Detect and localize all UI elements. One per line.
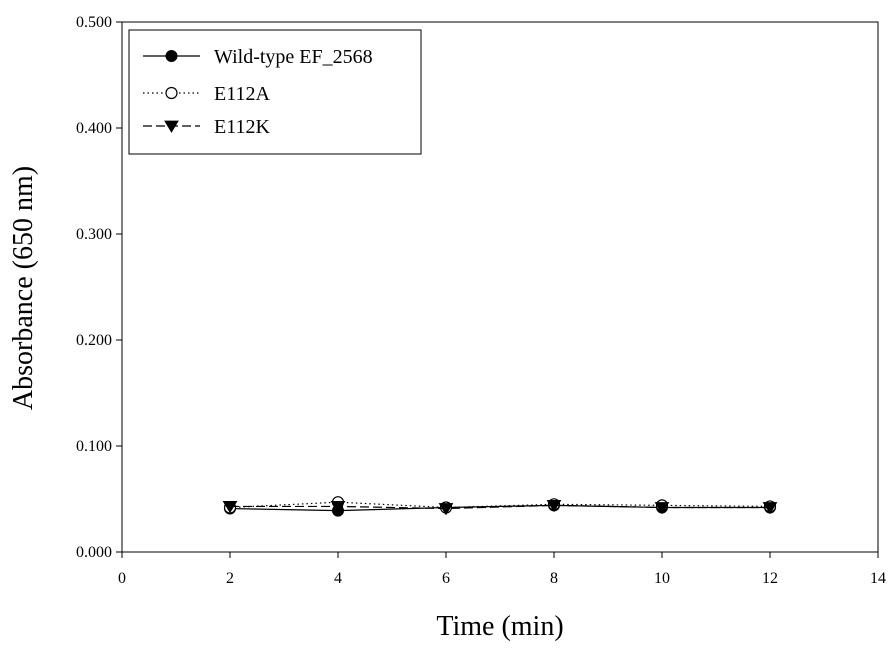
x-tick-label: 2 xyxy=(226,570,234,587)
legend-label: E112K xyxy=(214,116,270,138)
x-axis-title: Time (min) xyxy=(436,611,563,642)
data-point xyxy=(546,499,562,513)
series-line xyxy=(229,501,771,509)
y-tick-label: 0.400 xyxy=(76,120,112,137)
data-point xyxy=(330,501,346,514)
x-tick-label: 6 xyxy=(442,570,450,587)
legend-marker xyxy=(165,50,178,62)
x-axis-ticks: 0 2 4 6 8 10 12 14 xyxy=(118,552,886,587)
data-point xyxy=(654,502,670,515)
data-point xyxy=(438,503,454,516)
y-tick-label: 0.300 xyxy=(76,226,112,243)
x-tick-label: 4 xyxy=(334,570,342,587)
series-3 xyxy=(222,499,778,516)
x-tick-label: 10 xyxy=(654,570,670,587)
series-line xyxy=(230,504,770,510)
legend: Wild-type EF_2568 E112A E112K xyxy=(128,29,422,155)
data-point xyxy=(762,502,778,515)
data-point xyxy=(222,501,238,514)
legend-marker xyxy=(165,86,178,100)
legend-label: E112A xyxy=(214,83,270,105)
legend-box xyxy=(128,29,422,155)
x-tick-label: 14 xyxy=(870,570,886,587)
x-tick-label: 8 xyxy=(550,570,558,587)
y-axis-ticks: 0.000 0.100 0.200 0.300 0.400 0.500 xyxy=(76,14,122,561)
y-tick-label: 0.500 xyxy=(76,14,112,31)
x-tick-label: 12 xyxy=(762,570,778,587)
y-tick-label: 0.200 xyxy=(76,332,112,349)
plot-frame xyxy=(121,21,879,553)
y-tick-label: 0.000 xyxy=(76,544,112,561)
x-tick-label: 0 xyxy=(118,570,126,587)
y-tick-label: 0.100 xyxy=(76,438,112,455)
legend-label: Wild-type EF_2568 xyxy=(214,46,373,68)
series-layer xyxy=(222,496,778,517)
y-axis-title: Absorbance (650 nm) xyxy=(8,166,39,410)
plot-area-border xyxy=(121,21,879,553)
legend-marker xyxy=(164,120,179,133)
